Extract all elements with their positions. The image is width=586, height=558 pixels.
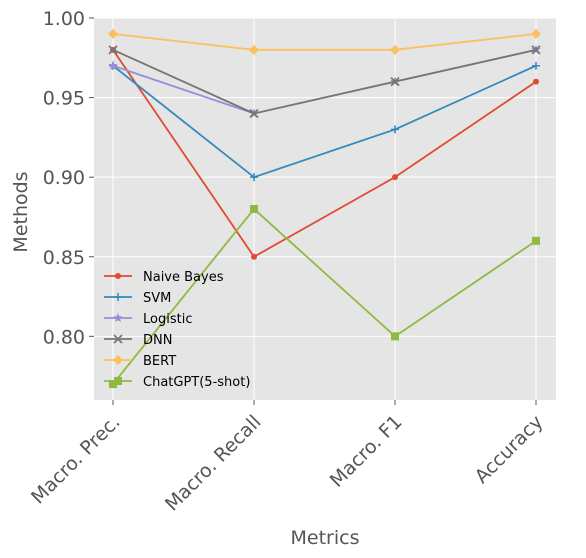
data-point-x xyxy=(108,45,118,55)
x-axis-ticks: Macro. Prec. Macro. Recall Macro. F1 Accura… xyxy=(27,400,548,516)
y-axis-ticks: 0.80 0.85 0.90 0.95 1.00 xyxy=(43,8,94,348)
series-line xyxy=(112,49,537,258)
legend-label: SVM xyxy=(143,291,171,306)
data-point-dot xyxy=(392,174,398,181)
data-point-diamond xyxy=(108,28,118,39)
legend-item: DNN xyxy=(104,333,172,348)
y-tick-label: 0.80 xyxy=(43,326,85,348)
legend-label: ChatGPT(5-shot) xyxy=(143,375,250,390)
data-point-star xyxy=(108,60,118,70)
data-point-x xyxy=(249,108,259,119)
legend-label: DNN xyxy=(143,333,172,348)
series-line xyxy=(112,207,537,385)
legend-marker xyxy=(114,293,122,301)
legend-item: Logistic xyxy=(104,312,192,327)
data-point-plus xyxy=(250,173,258,182)
data-point-square xyxy=(532,236,540,245)
y-axis-label: Methods xyxy=(10,171,32,252)
x-tick-label: Macro. F1 xyxy=(326,411,407,492)
data-point-diamond xyxy=(390,44,400,55)
legend-item: Naive Bayes xyxy=(104,270,224,285)
legend-marker xyxy=(113,355,123,365)
legend: Naive Bayes SVM Logistic DNN BERT ChatGPT(5-s… xyxy=(104,270,250,390)
legend-item: ChatGPT(5-shot) xyxy=(104,375,250,390)
legend-item: BERT xyxy=(104,354,176,369)
data-point-dot xyxy=(251,253,257,260)
x-tick-label: Macro. Prec. xyxy=(27,411,125,509)
y-tick-label: 0.95 xyxy=(43,88,85,110)
y-tick-label: 0.85 xyxy=(43,247,85,269)
data-series xyxy=(108,28,541,389)
data-point-dot xyxy=(533,78,539,85)
data-point-diamond xyxy=(249,44,259,55)
data-point-x xyxy=(390,77,400,87)
data-point-square xyxy=(250,205,258,213)
legend-marker xyxy=(113,334,123,344)
legend-label: Naive Bayes xyxy=(143,270,224,285)
x-tick-label: Macro. Recall xyxy=(161,411,266,516)
series-line xyxy=(112,48,537,115)
series-dnn xyxy=(108,45,541,119)
data-point-square xyxy=(109,380,117,389)
legend-item: SVM xyxy=(104,291,171,306)
x-axis-label: Metrics xyxy=(291,527,360,549)
series-bert xyxy=(108,28,541,55)
data-point-diamond xyxy=(531,28,541,39)
series-line xyxy=(112,64,537,179)
legend-marker xyxy=(114,377,122,385)
legend-marker xyxy=(113,313,123,323)
data-point-x xyxy=(531,45,541,55)
data-point-square xyxy=(391,332,399,341)
y-tick-label: 0.90 xyxy=(43,167,85,189)
legend-label: Logistic xyxy=(143,312,192,327)
legend-marker xyxy=(115,273,121,279)
data-point-plus xyxy=(391,125,399,134)
series-line xyxy=(112,33,537,51)
data-point-plus xyxy=(532,61,540,70)
legend-label: BERT xyxy=(143,354,176,369)
x-tick-label: Accuracy xyxy=(471,411,548,488)
y-tick-label: 1.00 xyxy=(43,8,85,30)
series-chatgpt-5-shot xyxy=(109,205,540,389)
